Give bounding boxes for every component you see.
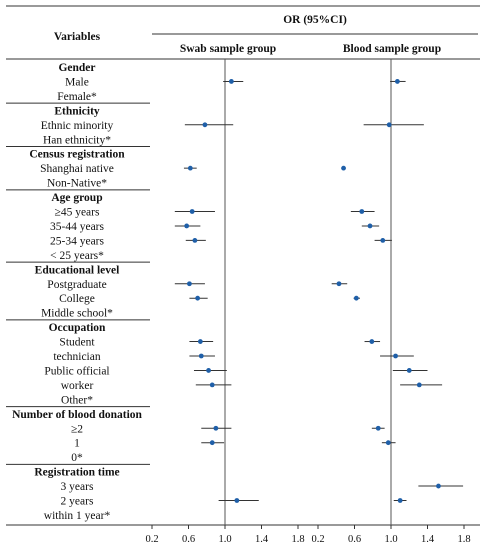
or-point <box>187 281 192 287</box>
or-point <box>209 382 215 388</box>
or-point <box>195 295 201 301</box>
row-label: Male <box>65 76 89 88</box>
x-tick-label: 1.4 <box>255 534 269 545</box>
or-point <box>397 498 403 503</box>
table-header: Variables OR (95%CI) Swab sample group B… <box>54 14 478 55</box>
row-label: 25-34 years <box>50 235 104 247</box>
x-tick-label: 0.6 <box>182 534 195 545</box>
variables-header: Variables <box>54 31 101 43</box>
variable-labels: Gender Male Female* Ethnicity Ethnic minorit… <box>6 62 150 522</box>
section-title: Gender <box>58 62 95 74</box>
or-point <box>359 209 365 214</box>
or-point <box>394 79 400 84</box>
or-point <box>406 368 412 373</box>
or-point <box>386 122 392 128</box>
row-label: Postgraduate <box>47 279 106 291</box>
or-point <box>385 440 391 446</box>
section-title: Registration time <box>34 467 119 479</box>
row-label: Middle school* <box>41 308 113 320</box>
row-label: College <box>59 293 95 305</box>
row-label: 35-44 years <box>50 221 104 233</box>
or-point <box>375 425 381 431</box>
row-label: 2 years <box>61 496 94 508</box>
blood-group-header: Blood sample group <box>343 43 441 55</box>
or-point <box>416 382 422 388</box>
x-tick-label: 1.4 <box>421 534 435 545</box>
or-point <box>393 353 398 359</box>
row-label: within 1 year* <box>44 510 111 522</box>
row-label: 1 <box>74 438 80 450</box>
row-label: Non-Native* <box>47 178 107 190</box>
section-title: Ethnicity <box>54 105 100 117</box>
x-tick-label: 1.8 <box>457 534 470 545</box>
x-tick-label: 1.8 <box>291 534 304 545</box>
row-label: Shanghai native <box>40 163 114 175</box>
row-label: < 25 years* <box>50 250 104 262</box>
x-tick-label: 0.6 <box>348 534 361 545</box>
x-tick-label: 1.0 <box>384 534 397 545</box>
or-point <box>436 483 441 489</box>
section-title: Age group <box>51 192 102 204</box>
or-point <box>197 339 203 344</box>
or-header: OR (95%CI) <box>283 14 347 26</box>
blood-panel: 0.2 0.6 1.0 1.4 1.8 <box>311 59 471 545</box>
or-point <box>341 165 346 171</box>
or-point <box>192 238 198 243</box>
or-point <box>184 223 190 229</box>
or-point <box>187 165 193 171</box>
swab-group-header: Swab sample group <box>180 43 276 55</box>
row-label: Ethnic minority <box>41 120 114 132</box>
or-point <box>380 238 386 243</box>
or-point <box>209 440 215 446</box>
row-label: 3 years <box>61 481 94 493</box>
or-point <box>234 498 240 503</box>
or-point <box>189 209 195 214</box>
x-tick-label: 0.2 <box>311 534 324 545</box>
row-label: Other* <box>61 394 93 406</box>
section-title: Census registration <box>29 149 125 161</box>
row-label: technician <box>53 351 101 363</box>
or-point <box>336 281 342 287</box>
or-point <box>202 122 208 128</box>
x-tick-label: 1.0 <box>218 534 231 545</box>
or-point <box>206 368 211 373</box>
row-label: 0* <box>71 452 83 464</box>
section-title: Educational level <box>35 264 120 276</box>
row-label: Female* <box>57 91 97 103</box>
or-point <box>369 339 375 344</box>
swab-panel: 0.2 0.6 1.0 1.4 1.8 <box>145 59 305 545</box>
row-label: ≥45 years <box>55 207 100 219</box>
or-point <box>198 353 204 359</box>
row-label: Public official <box>44 365 109 377</box>
or-point <box>213 425 219 431</box>
row-label: worker <box>61 380 94 392</box>
section-title: Number of blood donation <box>12 409 142 421</box>
row-label: Han ethnicity* <box>43 134 111 146</box>
section-title: Occupation <box>49 322 106 334</box>
row-label: Student <box>59 337 95 349</box>
or-point <box>367 223 373 229</box>
row-label: ≥2 <box>71 423 83 435</box>
x-tick-label: 0.2 <box>145 534 158 545</box>
or-point <box>353 295 359 301</box>
or-point <box>228 79 234 84</box>
